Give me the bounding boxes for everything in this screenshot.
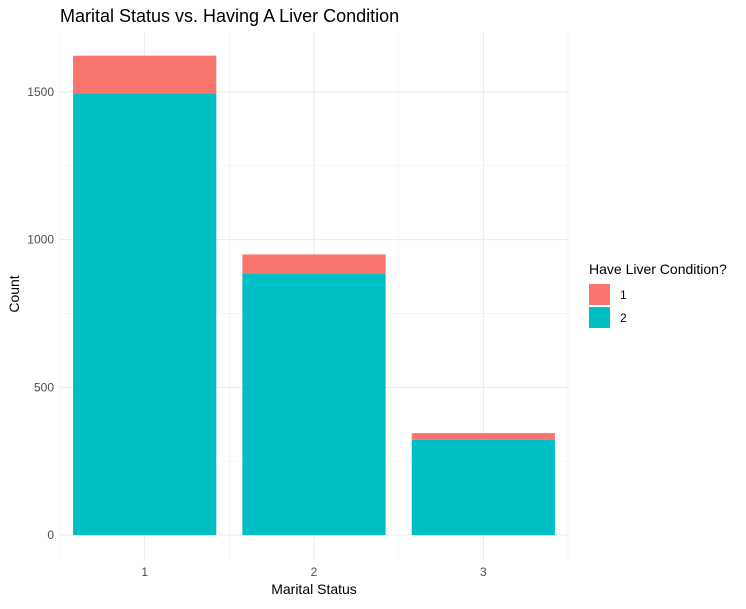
x-tick-label: 2: [311, 565, 318, 579]
legend-label-1: 1: [620, 288, 627, 302]
x-tick-label: 1: [141, 565, 148, 579]
y-tick-label: 1500: [27, 85, 54, 99]
y-tick-label: 1000: [27, 233, 54, 247]
bar-2-series-1: [242, 254, 386, 274]
y-tick-label: 500: [34, 380, 54, 394]
x-axis-title: Marital Status: [271, 581, 357, 597]
legend-key-2: [589, 307, 610, 328]
bar-2-series-2: [242, 273, 386, 535]
bar-3-series-2: [411, 439, 555, 535]
legend-key-1: [589, 284, 610, 305]
chart-title: Marital Status vs. Having A Liver Condit…: [60, 6, 399, 26]
legend-label-2: 2: [620, 311, 627, 325]
legend: Have Liver Condition? 12: [589, 261, 727, 328]
x-axis-ticks: 1 2 3: [141, 565, 487, 579]
legend-title: Have Liver Condition?: [589, 261, 727, 277]
y-axis-ticks: 0 500 1000 1500: [27, 85, 54, 542]
y-axis-title: Count: [6, 275, 22, 312]
y-tick-label: 0: [47, 528, 54, 542]
bar-3-series-1: [411, 433, 555, 440]
x-tick-label: 3: [480, 565, 487, 579]
bar-1-series-1: [73, 55, 217, 94]
legend-items: 12: [589, 284, 627, 328]
bar-1-series-2: [73, 93, 217, 535]
bars: [73, 55, 555, 535]
